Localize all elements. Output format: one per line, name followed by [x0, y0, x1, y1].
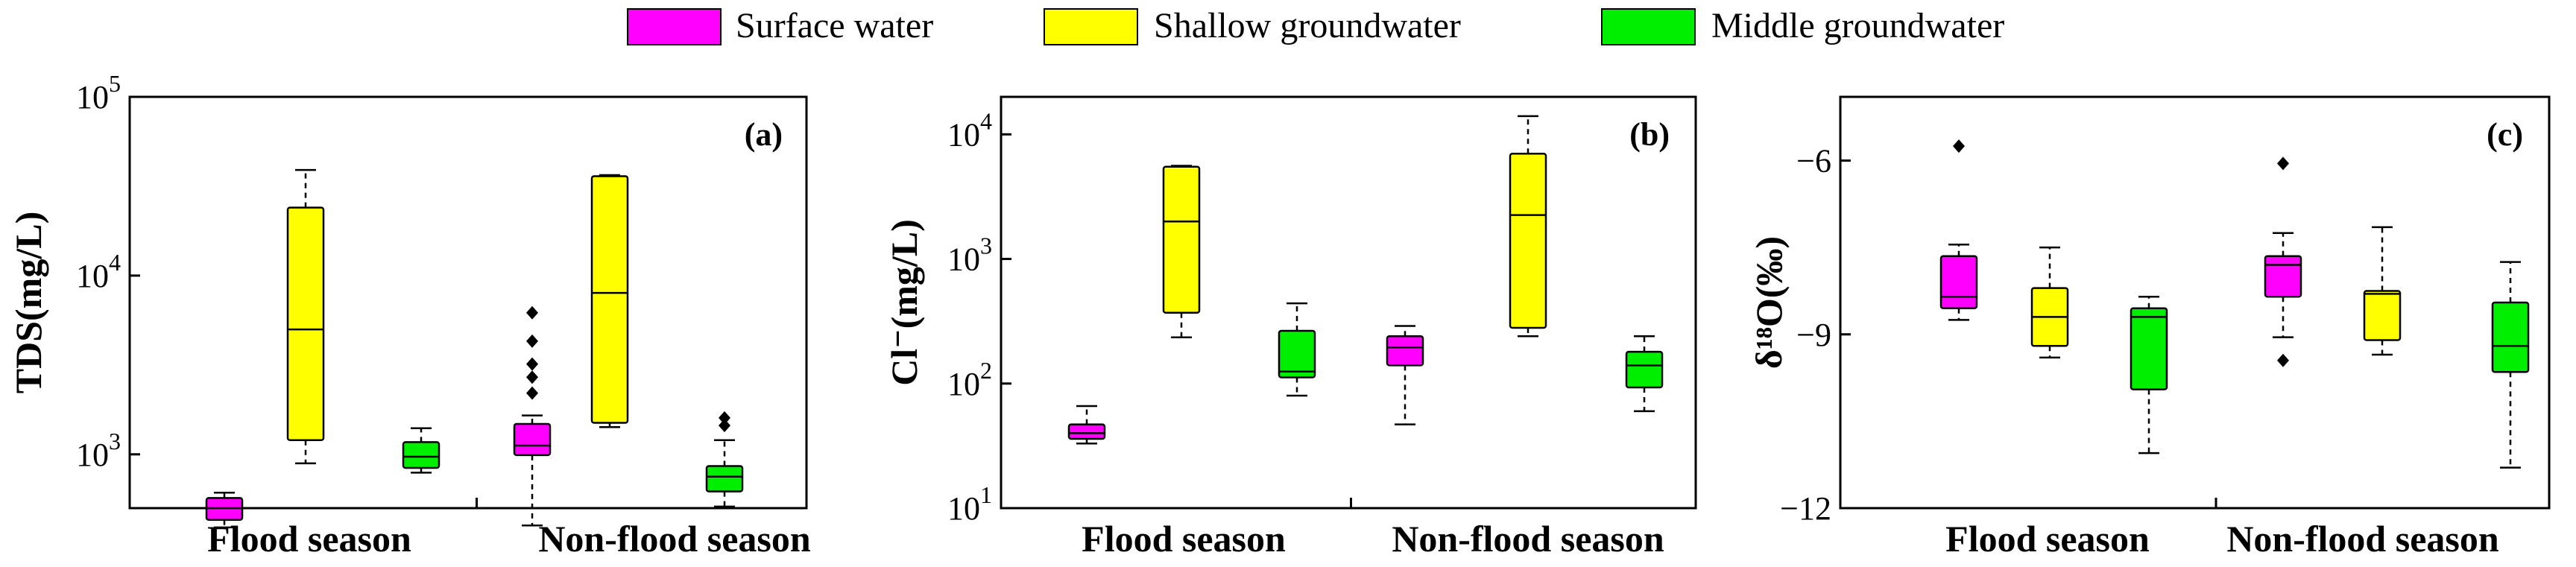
- outlier-point: [2277, 156, 2289, 171]
- legend-swatch-2: [1044, 8, 1138, 45]
- x-category-label: Non-flood season: [538, 518, 811, 560]
- panel-label: (b): [1629, 116, 1670, 153]
- x-category-label: Non-flood season: [1392, 518, 1664, 560]
- box-iqr: [1509, 152, 1547, 329]
- box-5: [590, 174, 629, 428]
- box-iqr: [402, 441, 441, 469]
- panel-label: (a): [745, 116, 783, 153]
- box-iqr: [1162, 165, 1201, 314]
- outlier-point: [526, 334, 538, 348]
- y-tick-label: −6: [1796, 143, 1831, 180]
- y-tick-label: 104: [76, 249, 121, 294]
- legend-swatch-3: [1601, 8, 1696, 45]
- outlier-point: [719, 411, 730, 425]
- outlier-point: [719, 419, 730, 433]
- panel-label: (c): [2487, 116, 2523, 153]
- box-6: [2491, 261, 2530, 469]
- box-iqr: [590, 175, 629, 424]
- plot-frame: [128, 95, 808, 510]
- outlier-point: [526, 357, 538, 371]
- box-4: [513, 305, 552, 527]
- x-category-label: Flood season: [1082, 518, 1286, 560]
- y-tick-label: −9: [1796, 317, 1831, 353]
- box-3: [1278, 302, 1316, 397]
- y-axis-label: δ¹⁸O(‰): [1748, 236, 1790, 369]
- box-iqr: [2130, 307, 2168, 390]
- y-tick-label: −12: [1780, 490, 1831, 527]
- y-axis-label: TDS(mg/L): [7, 212, 49, 393]
- box-4: [1386, 325, 1424, 425]
- box-iqr: [2491, 301, 2530, 373]
- box-5: [2363, 226, 2402, 356]
- box-3: [402, 427, 441, 474]
- box-iqr: [1067, 423, 1106, 440]
- outlier-point: [526, 370, 538, 384]
- box-iqr: [1939, 255, 1978, 310]
- legend: Surface water Shallow groundwater Middle g…: [627, 6, 2004, 45]
- box-iqr: [1386, 335, 1424, 367]
- box-iqr: [2264, 255, 2302, 298]
- outlier-point: [2277, 353, 2289, 367]
- outlier-point: [526, 305, 538, 320]
- outlier-point: [526, 386, 538, 400]
- box-1: [1067, 405, 1106, 445]
- box-1: [1939, 139, 1978, 321]
- box-iqr: [705, 465, 744, 492]
- y-tick-label: 101: [947, 481, 992, 527]
- y-tick-label: 102: [947, 357, 992, 402]
- legend-swatch-1: [627, 8, 722, 45]
- box-2: [2030, 246, 2069, 359]
- x-category-label: Flood season: [207, 518, 411, 560]
- box-6: [705, 411, 744, 508]
- legend-label-2: Shallow groundwater: [1154, 6, 1461, 45]
- plot-frame: [1839, 95, 2551, 510]
- legend-label-1: Surface water: [736, 6, 933, 45]
- box-5: [1509, 115, 1547, 338]
- x-category-label: Flood season: [1945, 518, 2150, 560]
- box-6: [1625, 335, 1664, 413]
- outlier-point: [1953, 139, 1965, 153]
- box-iqr: [286, 206, 325, 442]
- box-iqr: [1625, 350, 1664, 389]
- y-tick-label: 105: [76, 70, 121, 115]
- legend-label-3: Middle groundwater: [1711, 6, 2004, 45]
- panel-1: 103 104 105 TDS(mg/L) (a) Flood season Non-flo…: [7, 70, 811, 560]
- box-iqr: [1278, 329, 1316, 378]
- panel-2: 101 102 103 104 Cl⁻(mg/L) (b) Flood season Non-…: [883, 95, 1697, 560]
- box-2: [1162, 165, 1201, 338]
- y-axis-label: Cl⁻(mg/L): [883, 219, 925, 386]
- box-2: [286, 168, 325, 465]
- plot-frame: [1000, 95, 1697, 510]
- box-1: [205, 492, 244, 529]
- box-iqr: [513, 422, 552, 457]
- box-iqr: [2363, 290, 2402, 341]
- y-tick-label: 104: [947, 107, 992, 153]
- box-3: [2130, 295, 2168, 454]
- y-tick-label: 103: [76, 428, 121, 473]
- box-4: [2264, 156, 2302, 367]
- panel-3: −12 −9 −6 δ¹⁸O(‰) (c) Flood season Non-flood s…: [1748, 95, 2551, 560]
- x-category-label: Non-flood season: [2226, 518, 2499, 560]
- y-tick-label: 103: [947, 232, 992, 278]
